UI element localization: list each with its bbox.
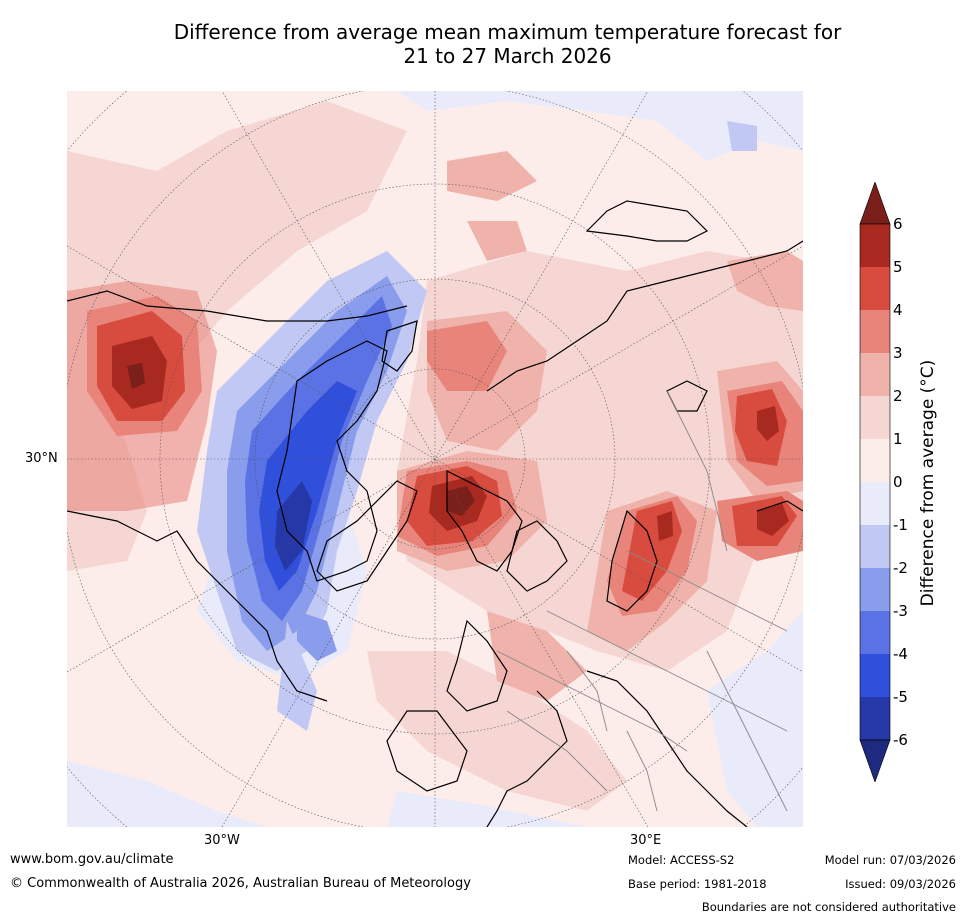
anomaly-region <box>67 761 267 827</box>
colorbar-tick-label: 2 <box>893 387 903 405</box>
coastline <box>381 320 418 372</box>
footer-model: Model: ACCESS-S2 <box>628 853 735 867</box>
anomaly-region <box>387 791 587 827</box>
colorbar-tick-label: -4 <box>893 645 908 663</box>
colorbar-tick-label: 1 <box>893 430 903 448</box>
latitude-circle <box>344 368 526 550</box>
title-line-1: Difference from average mean maximum tem… <box>173 20 842 44</box>
coastline <box>585 200 709 242</box>
colorbar <box>855 181 965 783</box>
border <box>546 610 788 732</box>
anomaly-region <box>447 151 537 201</box>
border <box>566 650 608 732</box>
anomaly-region <box>757 406 779 441</box>
lon-label-30w: 30°W <box>204 833 240 848</box>
colorbar-tick-label: 5 <box>893 258 903 276</box>
colorbar-extend-top <box>859 181 891 225</box>
coastline <box>386 710 468 792</box>
coastline <box>586 670 748 827</box>
anomaly-region <box>727 251 803 311</box>
anomaly-region <box>127 363 145 389</box>
anomaly-region <box>467 221 527 261</box>
footer-disclaimer: Boundaries are not considered authoritat… <box>701 900 956 914</box>
colorbar-tick-label: -3 <box>893 602 908 620</box>
colorbar-bin <box>860 654 890 697</box>
colorbar-bin <box>860 353 890 396</box>
graticule <box>67 91 803 827</box>
latitude-circle <box>159 183 711 735</box>
border <box>506 710 608 792</box>
coastline <box>606 509 658 612</box>
coastline <box>486 690 568 827</box>
colorbar-tick-label: -2 <box>893 559 908 577</box>
map-svg <box>67 91 803 827</box>
border <box>626 730 658 812</box>
anomaly-region <box>367 651 627 811</box>
chart-title: Difference from average mean maximum tem… <box>60 20 955 68</box>
colorbar-bin <box>860 611 890 654</box>
colorbar-tick-label: 6 <box>893 215 903 233</box>
anomaly-region <box>397 91 803 161</box>
colorbar-bin <box>860 267 890 310</box>
colorbar-bin <box>860 482 890 525</box>
lon-label-30e: 30°E <box>630 833 662 848</box>
anomaly-region <box>727 121 757 151</box>
coastline <box>506 520 568 592</box>
footer-url: www.bom.gov.au/climate <box>10 852 174 867</box>
anomaly-region <box>277 621 317 731</box>
coastline <box>446 619 508 712</box>
colorbar-tick-label: -1 <box>893 516 908 534</box>
anomaly-field <box>67 91 803 827</box>
colorbar-tick-label: 0 <box>893 473 903 491</box>
colorbar-label: Difference from average (°C) <box>918 359 938 607</box>
anomaly-region <box>657 511 673 541</box>
anomaly-region <box>707 611 803 827</box>
border <box>496 650 688 752</box>
colorbar-tick-label: 3 <box>893 344 903 362</box>
forecast-map <box>67 91 803 827</box>
border <box>666 390 728 552</box>
colorbar-bin <box>860 697 890 740</box>
anomaly-region <box>447 486 475 516</box>
colorbar-frame <box>859 223 891 741</box>
footer-copyright: © Commonwealth of Australia 2026, Austra… <box>10 876 471 891</box>
colorbar-tick-label: 4 <box>893 301 903 319</box>
coastline <box>316 480 418 592</box>
coastline <box>486 240 803 392</box>
latitude-circle <box>254 278 616 640</box>
coastline <box>67 290 408 322</box>
colorbar-extend-bottom <box>859 739 891 783</box>
footer-model-run: Model run: 07/03/2026 <box>824 853 956 867</box>
colorbar-bin <box>860 224 890 267</box>
colorbar-tick-label: -5 <box>893 688 908 706</box>
country-borders <box>496 390 788 812</box>
anomaly-region <box>757 503 789 536</box>
anomaly-region <box>67 91 207 181</box>
colorbar-svg <box>859 181 891 783</box>
anomaly-region <box>427 321 507 391</box>
colorbar-bin <box>860 525 890 568</box>
coastline <box>67 510 328 702</box>
border <box>626 550 788 632</box>
coastlines <box>67 200 803 827</box>
border <box>706 650 788 812</box>
colorbar-bin <box>860 439 890 482</box>
colorbar-bin <box>860 568 890 611</box>
colorbar-bin <box>860 396 890 439</box>
anomaly-region <box>275 481 312 571</box>
colorbar-bin <box>860 310 890 353</box>
footer-base-period: Base period: 1981-2018 <box>628 877 767 891</box>
footer-issued: Issued: 09/03/2026 <box>845 877 956 891</box>
coastline <box>756 500 803 512</box>
anomaly-region <box>297 611 337 661</box>
lat-label-30n: 30°N <box>25 451 58 466</box>
colorbar-tick-label: -6 <box>893 731 908 749</box>
title-line-2: 21 to 27 March 2026 <box>403 44 612 68</box>
